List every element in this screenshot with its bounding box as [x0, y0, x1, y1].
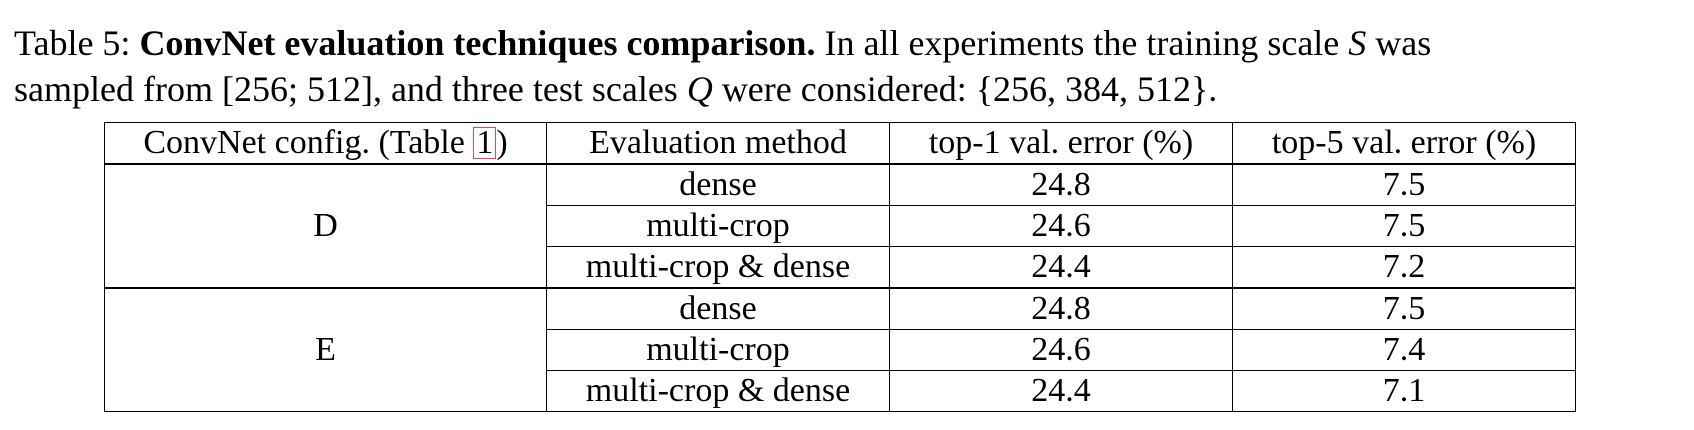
config-cell: D [104, 163, 547, 289]
top1-cell: 24.6 [889, 205, 1233, 247]
header-config-suffix: ) [496, 124, 508, 161]
method-cell: dense [546, 287, 890, 330]
caption-text: was [1375, 23, 1432, 63]
method-cell: multi-crop & dense [546, 246, 890, 289]
caption-text: sampled from [14, 69, 213, 109]
top5-cell: 7.5 [1232, 287, 1576, 330]
caption-period: . [1208, 69, 1218, 109]
caption-text: , and three test scales [372, 69, 678, 109]
method-cell: multi-crop [546, 205, 890, 247]
top5-cell: 7.4 [1232, 329, 1576, 371]
top1-cell: 24.8 [889, 287, 1233, 330]
math-variable-s: S [1348, 23, 1367, 63]
method-cell: multi-crop [546, 329, 890, 371]
caption-line-2: sampled from [256; 512], and three test … [14, 66, 1684, 112]
caption-text: were considered: [721, 69, 967, 109]
table-row: multi-crop & dense 24.4 7.1 [105, 370, 1576, 412]
math-set: {256, 384, 512} [975, 69, 1209, 109]
top5-cell-best: 7.1 [1232, 370, 1576, 412]
top5-cell: 7.5 [1232, 205, 1576, 247]
method-cell: dense [546, 163, 890, 206]
math-range: [256; 512] [221, 69, 373, 109]
header-config: ConvNet config. (Table 1) [104, 122, 547, 165]
table-reference-link[interactable]: 1 [473, 126, 497, 160]
caption-text: In all experiments the training scale [824, 23, 1340, 63]
caption-label: Table 5: [14, 23, 131, 63]
config-cell: E [104, 287, 547, 412]
caption-line-1: Table 5: ConvNet evaluation techniques c… [14, 20, 1684, 66]
header-top5: top-5 val. error (%) [1232, 122, 1576, 165]
math-variable-q: Q [686, 69, 713, 109]
header-top1: top-1 val. error (%) [889, 122, 1233, 165]
top1-cell-best: 24.4 [889, 246, 1233, 289]
caption-title: ConvNet evaluation techniques comparison… [139, 23, 816, 63]
method-cell: multi-crop & dense [546, 370, 890, 412]
top1-cell: 24.8 [889, 163, 1233, 206]
header-config-label: ConvNet config. (Table [143, 124, 474, 161]
header-method: Evaluation method [546, 122, 890, 165]
table-caption: Table 5: ConvNet evaluation techniques c… [14, 20, 1684, 112]
table-row: E dense 24.8 7.5 [104, 287, 1576, 412]
top1-cell: 24.6 [889, 329, 1233, 371]
top1-cell-best: 24.4 [889, 370, 1233, 412]
top5-cell-best: 7.2 [1232, 246, 1576, 289]
table-row: D dense 24.8 7.5 [104, 163, 1576, 289]
top5-cell: 7.5 [1232, 163, 1576, 206]
table-row: multi-crop 24.6 7.5 [105, 205, 1576, 247]
table-header-row: ConvNet config. (Table 1) Evaluation met… [104, 122, 1576, 165]
results-table: ConvNet config. (Table 1) Evaluation met… [104, 122, 1576, 412]
